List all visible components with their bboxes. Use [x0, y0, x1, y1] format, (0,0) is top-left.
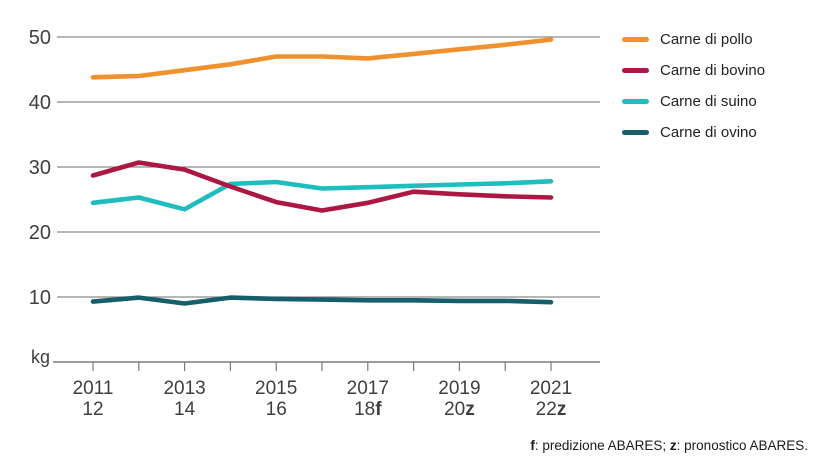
x-axis-label-year2: 22z — [536, 399, 567, 420]
legend-swatch-ovino — [622, 130, 649, 135]
legend-label-pollo: Carne di pollo — [660, 31, 753, 48]
legend-item-ovino: Carne di ovino — [622, 117, 765, 148]
line-carne-di-bovino — [90, 160, 554, 213]
x-axis-label-year2: 16 — [266, 399, 287, 420]
legend-label-bovino: Carne di bovino — [660, 62, 766, 79]
x-axis-label-year2: 20z — [444, 399, 475, 420]
x-axis-label-year: 2013 — [163, 378, 205, 399]
x-axis-label-year: 2019 — [438, 378, 480, 399]
legend-label-ovino: Carne di ovino — [660, 124, 757, 141]
legend-item-bovino: Carne di bovino — [622, 55, 765, 86]
y-axis-tick-label: 30 — [29, 157, 51, 179]
footnote-z-marker: z — [669, 438, 677, 453]
line-carne-di-ovino — [90, 295, 554, 306]
x-axis-label-year: 2021 — [530, 378, 572, 399]
legend-swatch-pollo — [622, 37, 649, 42]
y-axis-unit-label: kg — [31, 347, 50, 367]
x-axis-label-year2: 18f — [354, 399, 382, 420]
footnote: f: predizione ABARES; z: pronostico ABAR… — [530, 438, 808, 453]
footnote-f-text: : predizione ABARES; — [534, 438, 670, 453]
footnote-f-marker: f — [530, 438, 535, 453]
x-axis-label-year2: 14 — [174, 399, 196, 420]
y-axis-tick-label: 50 — [29, 27, 51, 49]
footnote-z-text: : pronostico ABARES. — [676, 438, 808, 453]
line-carne-di-pollo — [90, 37, 554, 80]
x-axis-label-year: 2015 — [255, 378, 297, 399]
legend-label-suino: Carne di suino — [660, 93, 757, 110]
line-carne-di-suino — [90, 179, 554, 212]
legend-swatch-suino — [622, 99, 649, 104]
y-axis-tick-label: 10 — [29, 287, 51, 309]
x-axis-label-year: 2017 — [347, 378, 389, 399]
y-axis-tick-label: 40 — [29, 92, 51, 114]
x-axis-label-year: 2011 — [73, 378, 114, 399]
legend-swatch-bovino — [622, 68, 649, 73]
y-axis-tick-label: 20 — [29, 222, 51, 244]
legend-item-pollo: Carne di pollo — [622, 24, 765, 55]
legend: Carne di pollo Carne di bovino Carne di … — [622, 24, 765, 148]
legend-item-suino: Carne di suino — [622, 86, 765, 117]
x-axis-label-year2: 12 — [82, 399, 103, 420]
